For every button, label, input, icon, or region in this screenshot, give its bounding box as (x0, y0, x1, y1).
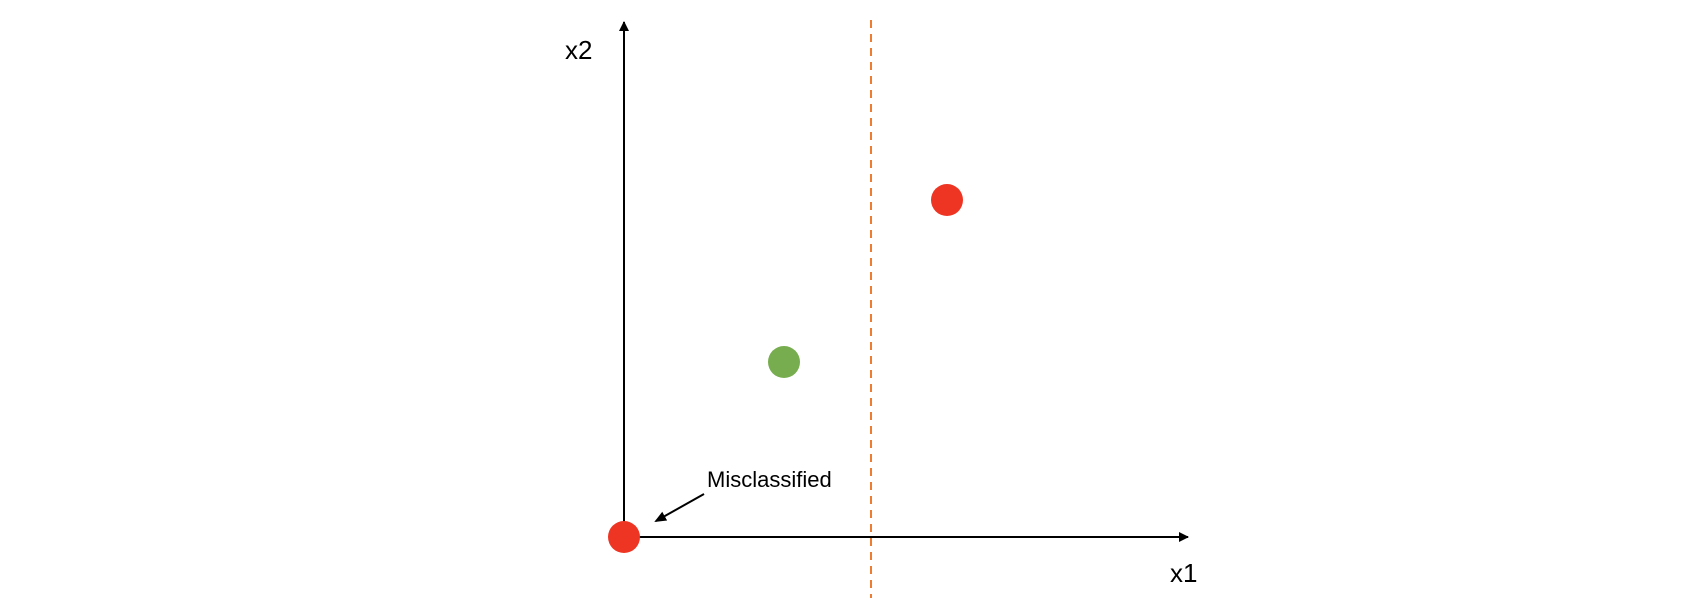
y-axis-label: x2 (565, 35, 592, 65)
misclassified-label: Misclassified (707, 467, 832, 492)
red-point-upper-right (931, 184, 963, 216)
misclassified-arrow (654, 493, 705, 522)
x-axis-label: x1 (1170, 558, 1197, 588)
red-point-origin (608, 521, 640, 553)
green-point (768, 346, 800, 378)
